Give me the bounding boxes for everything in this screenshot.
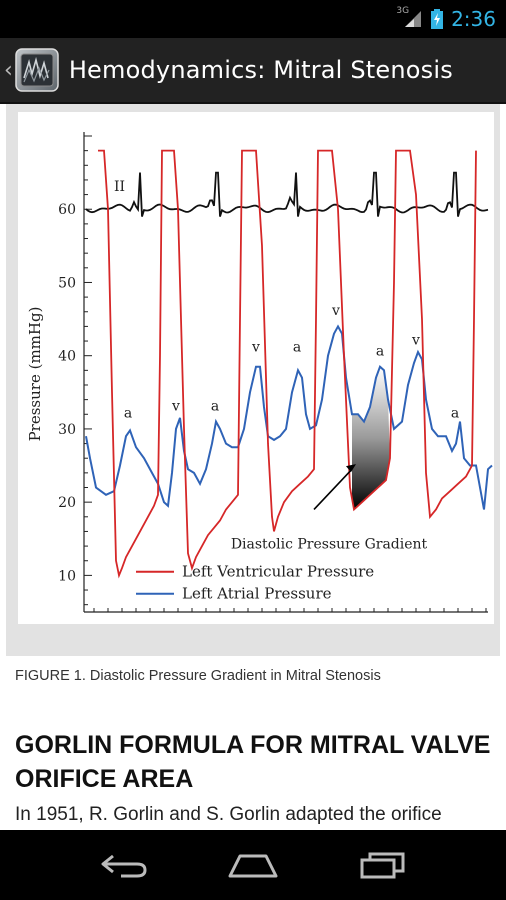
wave-label-v: v xyxy=(411,332,420,348)
body-paragraph: In 1951, R. Gorlin and S. Gorlin adapted… xyxy=(15,804,442,825)
wave-label-v: v xyxy=(251,340,260,356)
wave-label-a: a xyxy=(451,406,459,422)
recent-apps-button[interactable] xyxy=(352,845,412,885)
y-axis-label: Pressure (mmHg) xyxy=(26,307,44,442)
gradient-label: Diastolic Pressure Gradient xyxy=(231,536,428,552)
wave-label-a: a xyxy=(211,398,219,414)
back-icon xyxy=(101,854,147,878)
signal-icon xyxy=(405,11,422,27)
figure-caption: FIGURE 1. Diastolic Pressure Gradient in… xyxy=(15,668,381,684)
navigation-bar xyxy=(0,830,506,900)
content-area[interactable]: 10 20 30 40 50 60 a v a v a v a v a Diastolic Pressur… xyxy=(0,104,506,830)
chevron-left-icon: ‹ xyxy=(4,57,13,83)
section-heading: GORLIN FORMULA FOR MITRAL VALVE ORIFICE … xyxy=(15,731,491,793)
legend-label-la: Left Atrial Pressure xyxy=(182,585,332,603)
ecg-lead-label: II xyxy=(114,179,125,195)
figure-frame: 10 20 30 40 50 60 a v a v a v a v a Diastolic Pressur… xyxy=(6,104,500,656)
action-bar: ‹ Hemodynamics: Mitral Stenosis xyxy=(0,38,506,104)
home-button[interactable] xyxy=(223,845,283,885)
wave-label-a: a xyxy=(124,406,132,422)
back-button[interactable] xyxy=(94,845,154,885)
ecg-line xyxy=(85,171,489,217)
y-tick-label: 10 xyxy=(58,568,76,584)
legend-label-lv: Left Ventricular Pressure xyxy=(182,563,374,581)
gradient-arrow xyxy=(313,468,353,511)
pressure-chart[interactable]: 10 20 30 40 50 60 a v a v a v a v a Diastolic Pressur… xyxy=(18,112,494,624)
up-navigation-button[interactable]: ‹ xyxy=(0,38,59,102)
legend: Left Ventricular Pressure Left Atrial Pr… xyxy=(136,563,374,603)
wave-annotations: a v a v a v a v a xyxy=(124,303,459,422)
left-ventricular-pressure-line xyxy=(98,149,477,579)
lv-line xyxy=(98,149,477,579)
clock: 2:36 xyxy=(451,7,496,31)
wave-label-a: a xyxy=(376,343,384,359)
y-tick-label: 30 xyxy=(58,422,76,438)
la-line xyxy=(85,324,493,510)
home-icon xyxy=(228,854,278,878)
wave-label-v: v xyxy=(331,303,340,319)
recent-apps-icon xyxy=(360,852,405,879)
app-icon xyxy=(15,48,59,92)
chart-axes: 10 20 30 40 50 60 xyxy=(58,132,488,613)
status-bar: 3G 2:36 xyxy=(0,0,506,38)
wave-label-v: v xyxy=(171,398,180,414)
y-tick-label: 50 xyxy=(58,275,76,291)
network-type: 3G xyxy=(396,6,410,16)
y-tick-label: 20 xyxy=(58,495,76,511)
ecg-trace xyxy=(85,171,489,217)
page-title: Hemodynamics: Mitral Stenosis xyxy=(68,56,453,84)
y-tick-label: 60 xyxy=(58,202,76,218)
y-tick-label: 40 xyxy=(58,349,76,365)
gradient-arrowhead xyxy=(346,464,356,473)
left-atrial-pressure-line xyxy=(85,324,493,510)
pressure-gradient-area xyxy=(352,366,390,510)
wave-label-a: a xyxy=(293,340,301,356)
battery-icon xyxy=(431,9,444,29)
